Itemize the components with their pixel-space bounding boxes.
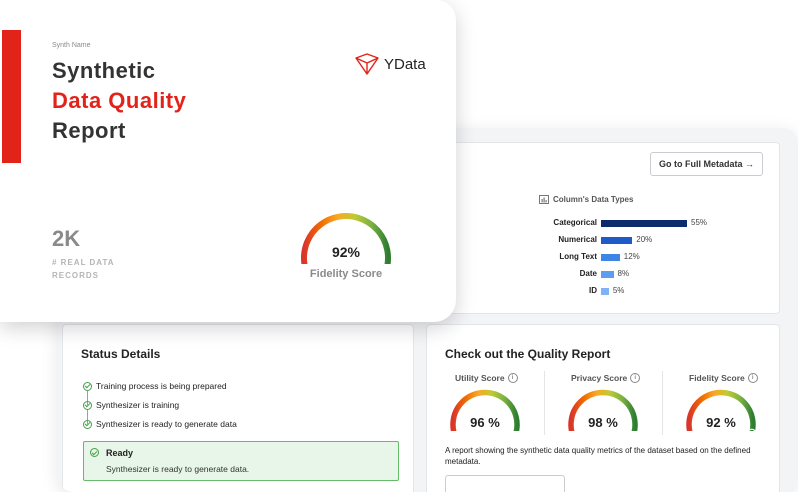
quality-report-title: Check out the Quality Report xyxy=(445,347,611,361)
ydata-logo: YData xyxy=(354,52,426,76)
accent-bar xyxy=(2,30,21,163)
quality-report-description: A report showing the synthetic data qual… xyxy=(445,446,751,466)
title-line-3: Report xyxy=(52,118,126,143)
go-to-full-metadata-button[interactable]: Go to Full Metadata → xyxy=(649,152,763,176)
divider xyxy=(544,371,545,435)
data-type-bar xyxy=(601,288,609,295)
fidelity-score-main-label: Fidelity Score xyxy=(309,268,383,280)
real-records-label: # REAL DATA RECORDS xyxy=(52,258,115,280)
check-circle-icon xyxy=(83,381,92,391)
info-icon[interactable]: i xyxy=(630,373,641,383)
data-type-value: 5% xyxy=(612,286,625,295)
data-types-chart-title: Column's Data Types xyxy=(539,195,633,204)
data-type-label: Numerical xyxy=(558,235,597,244)
status-step-label: Synthesizer is training xyxy=(96,400,180,410)
check-circle-icon xyxy=(83,400,92,410)
data-type-value: 8% xyxy=(617,269,630,278)
data-type-value: 55% xyxy=(691,218,708,227)
data-type-label: Categorical xyxy=(553,218,597,227)
privacy-score-value: 98 % xyxy=(588,415,618,430)
data-type-bar xyxy=(601,271,614,278)
gauge-arc xyxy=(450,389,520,431)
title-line-1: Synthetic xyxy=(52,58,156,83)
bar-chart-icon xyxy=(539,195,549,204)
status-details-panel: Status Details Training process is being… xyxy=(62,324,414,492)
check-circle-icon xyxy=(83,419,92,429)
data-type-bar xyxy=(601,237,633,244)
fidelity-score-label-text: Fidelity Score xyxy=(689,373,745,383)
utility-score-label-text: Utility Score xyxy=(455,373,505,383)
status-step: Training process is being prepared xyxy=(83,381,227,391)
fidelity-score-gauge-main xyxy=(301,213,391,264)
privacy-score-label: Privacy Score i xyxy=(571,373,641,383)
status-step-label: Synthesizer is ready to generate data xyxy=(96,419,237,429)
data-types-chart-title-text: Column's Data Types xyxy=(553,195,634,204)
data-type-value: 12% xyxy=(623,252,640,261)
data-type-label: Long Text xyxy=(559,252,597,261)
fidelity-score-label: Fidelity Score i xyxy=(689,373,758,383)
privacy-score-gauge xyxy=(568,389,638,431)
data-type-label: ID xyxy=(589,286,597,295)
ready-description: Synthesizer is ready to generate data. xyxy=(106,464,250,474)
fidelity-score-main-value: 92% xyxy=(331,244,361,260)
status-details-title: Status Details xyxy=(81,347,161,361)
step-connector xyxy=(87,410,88,424)
status-step-label: Training process is being prepared xyxy=(96,381,227,391)
gauge-arc xyxy=(568,389,638,431)
fidelity-score-value: 92 % xyxy=(706,415,736,430)
info-icon[interactable]: i xyxy=(747,373,758,383)
data-type-bar xyxy=(601,220,687,227)
synth-name-label: Synth Name xyxy=(52,42,91,49)
gauge-arc xyxy=(686,389,756,431)
fidelity-score-gauge xyxy=(686,389,756,431)
metadata-panel: Go to Full Metadata → Column's Data Type… xyxy=(426,142,780,314)
check-circle-icon xyxy=(90,448,99,457)
step-connector xyxy=(87,391,88,405)
ready-status-box: Ready Synthesizer is ready to generate d… xyxy=(83,441,399,481)
status-step: Synthesizer is ready to generate data xyxy=(83,419,237,429)
data-type-label: Date xyxy=(579,269,597,278)
ydata-logo-icon xyxy=(355,53,379,75)
utility-score-gauge xyxy=(450,389,520,431)
title-line-2: Data Quality xyxy=(52,88,187,113)
divider xyxy=(662,371,663,435)
utility-score-label: Utility Score i xyxy=(455,373,518,383)
ready-title: Ready xyxy=(106,448,134,458)
status-step: Synthesizer is training xyxy=(83,400,179,410)
real-records-count: 2K xyxy=(52,226,81,251)
data-type-bar xyxy=(601,254,620,261)
quality-report-panel: Check out the Quality Report Utility Sco… xyxy=(426,324,780,492)
ydata-logo-text: YData xyxy=(384,55,426,73)
data-type-value: 20% xyxy=(636,235,653,244)
gauge-marker xyxy=(747,428,756,431)
utility-score-value: 96 % xyxy=(470,415,500,430)
gauge-arc xyxy=(301,213,391,264)
privacy-score-label-text: Privacy Score xyxy=(571,373,628,383)
view-report-button[interactable] xyxy=(445,475,565,492)
info-icon[interactable]: i xyxy=(507,373,518,383)
report-cover-card: Synth Name Synthetic Data Quality Report… xyxy=(0,0,456,322)
